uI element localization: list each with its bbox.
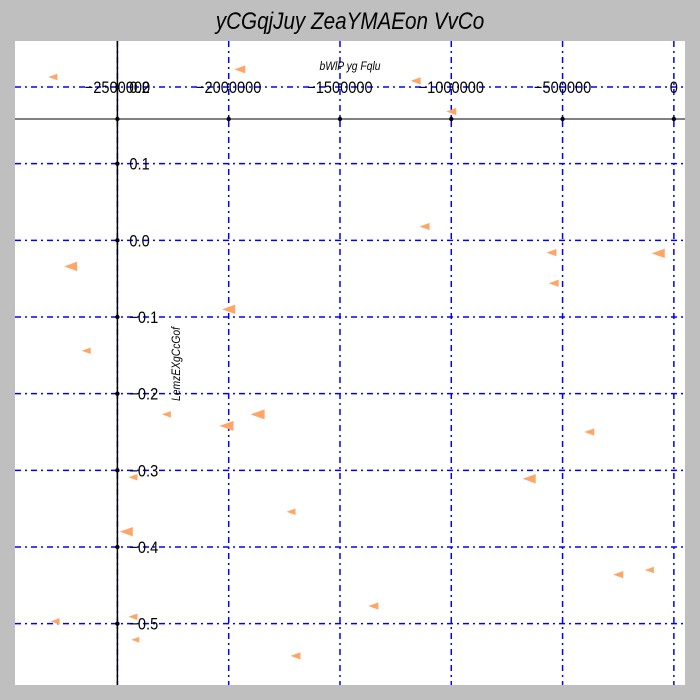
data-point	[81, 347, 91, 354]
data-point	[222, 304, 236, 315]
data-point	[128, 473, 138, 481]
x-tick-mark	[115, 116, 120, 122]
y-tick-mark	[115, 544, 120, 550]
y-tick-mark	[115, 391, 120, 396]
data-point	[64, 261, 78, 272]
plot-area	[15, 41, 685, 685]
data-point	[546, 249, 557, 257]
data-point	[234, 65, 246, 74]
y-tick-mark	[115, 84, 120, 90]
data-point	[286, 508, 296, 515]
y-tick-mark	[115, 238, 120, 243]
data-point	[119, 526, 133, 537]
data-point	[131, 636, 140, 643]
data-point	[522, 474, 536, 484]
data-point	[219, 420, 234, 431]
y-tick-label: −0.4	[129, 539, 158, 557]
y-tick-label: 0.2	[129, 79, 149, 97]
data-point	[419, 222, 430, 231]
data-point	[584, 428, 595, 436]
chart-title: yCGqjJuy ZeaYMAEon VvCo	[215, 8, 485, 35]
data-point	[613, 571, 624, 579]
data-point	[290, 652, 301, 660]
y-tick-label: 0.0	[129, 232, 149, 250]
x-tick-mark	[337, 116, 343, 122]
data-point	[48, 73, 58, 81]
data-points	[48, 65, 665, 660]
data-point	[128, 613, 138, 621]
data-point	[161, 411, 171, 418]
y-tick-mark	[115, 468, 120, 473]
y-axis-label: LemzEXgCcGof	[170, 325, 183, 401]
data-point	[50, 618, 60, 625]
x-tick-mark	[560, 116, 565, 122]
y-tick-label: 0.1	[129, 156, 149, 174]
x-axis-label: bWlP yg Fqlu	[320, 60, 381, 73]
data-point	[651, 248, 665, 259]
axes	[15, 41, 685, 685]
data-point	[368, 602, 379, 610]
y-tick-label: −0.1	[129, 309, 158, 327]
data-point	[250, 409, 265, 420]
y-tick-mark	[115, 621, 120, 626]
y-tick-mark	[115, 314, 120, 320]
x-tick-label: −2000000	[196, 79, 262, 97]
x-tick-label: −2500000	[85, 79, 151, 97]
y-tick-label: −0.5	[129, 616, 158, 634]
x-tick-mark	[671, 116, 677, 122]
x-tick-mark	[226, 116, 231, 122]
data-point	[644, 566, 654, 574]
y-tick-mark	[115, 161, 120, 166]
x-tick-label: 0	[670, 79, 678, 97]
data-point	[446, 107, 457, 116]
y-tick-label: −0.2	[129, 386, 158, 404]
x-tick-label: −1000000	[419, 79, 485, 97]
data-point	[410, 77, 421, 85]
x-tick-label: −1500000	[307, 79, 373, 97]
x-tick-label: −500000	[534, 79, 591, 97]
x-tick-mark	[449, 116, 454, 122]
data-point	[548, 279, 559, 287]
